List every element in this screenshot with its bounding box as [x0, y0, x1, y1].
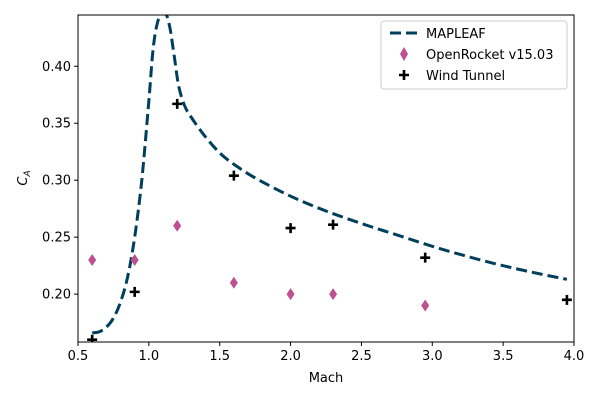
legend-mapleaf-label: MAPLEAF	[426, 27, 486, 42]
openrocket-point	[329, 288, 338, 301]
wind-tunnel-point	[285, 223, 296, 234]
openrocket-point	[286, 288, 295, 301]
x-axis-label: Mach	[309, 371, 344, 386]
wind-tunnel-point	[87, 334, 98, 342]
wind-tunnel-point	[561, 294, 572, 305]
openrocket-point	[229, 276, 238, 289]
plot-frame	[77, 14, 575, 343]
openrocket-point	[173, 219, 182, 232]
wind-tunnel-point	[420, 252, 431, 263]
x-tick-label: 2.5	[351, 349, 372, 364]
legend-openrocket-swatch	[400, 47, 408, 61]
wind-tunnel-point	[328, 219, 339, 230]
legend-openrocket-label: OpenRocket v15.03	[426, 48, 553, 63]
x-tick-label: 1.0	[139, 349, 160, 364]
y-tick-label: 0.25	[42, 231, 71, 246]
legend: MAPLEAF OpenRocket v15.03 Wind Tunnel	[380, 20, 568, 90]
y-tick-label: 0.35	[42, 117, 71, 132]
x-tick-label: 1.5	[209, 349, 230, 364]
legend-windtunnel-swatch	[399, 70, 409, 80]
x-tick-label: 4.0	[564, 349, 585, 364]
openrocket-point	[130, 253, 139, 266]
y-axis-label: CA	[16, 170, 33, 185]
y-tick-label: 0.40	[42, 60, 71, 75]
legend-box	[380, 20, 568, 90]
x-tick-label: 2.0	[280, 349, 301, 364]
openrocket-point	[421, 299, 430, 312]
y-tick-label: 0.30	[42, 174, 71, 189]
legend-windtunnel-label: Wind Tunnel	[426, 69, 505, 84]
y-axis-label-main: C	[16, 176, 31, 186]
y-axis-label-subscript: A	[23, 170, 33, 177]
openrocket-point	[88, 253, 97, 266]
svg-text:CA: CA	[16, 170, 33, 185]
series-line-mapleaf	[91, 15, 568, 335]
x-tick-label: 3.0	[422, 349, 443, 364]
x-tick-label: 0.5	[68, 349, 89, 364]
y-tick-label: 0.20	[42, 288, 71, 303]
wind-tunnel-point	[129, 286, 140, 297]
wind-tunnel-point	[172, 98, 183, 109]
x-tick-label: 3.5	[493, 349, 514, 364]
wind-tunnel-point	[228, 170, 239, 181]
